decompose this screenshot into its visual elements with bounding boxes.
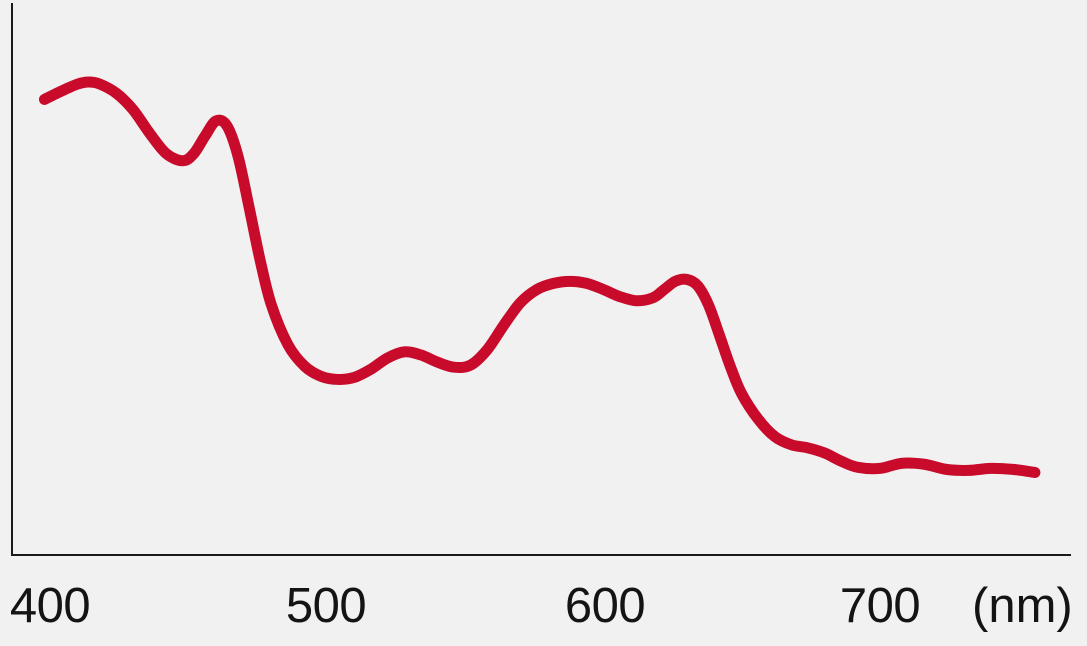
plot-series-group xyxy=(38,76,1041,478)
plot-axes xyxy=(11,3,1071,556)
x-tick-label-500: 500 xyxy=(285,579,367,633)
x-axis-tick-labels: 400 500 600 700 (nm) xyxy=(0,576,1087,646)
spectrum-curve xyxy=(38,76,1041,478)
x-axis-unit-label: (nm) xyxy=(972,579,1073,633)
x-tick-label-700: 700 xyxy=(839,579,921,633)
x-tick-label-400: 400 xyxy=(9,579,91,633)
x-tick-label-600: 600 xyxy=(564,579,646,633)
